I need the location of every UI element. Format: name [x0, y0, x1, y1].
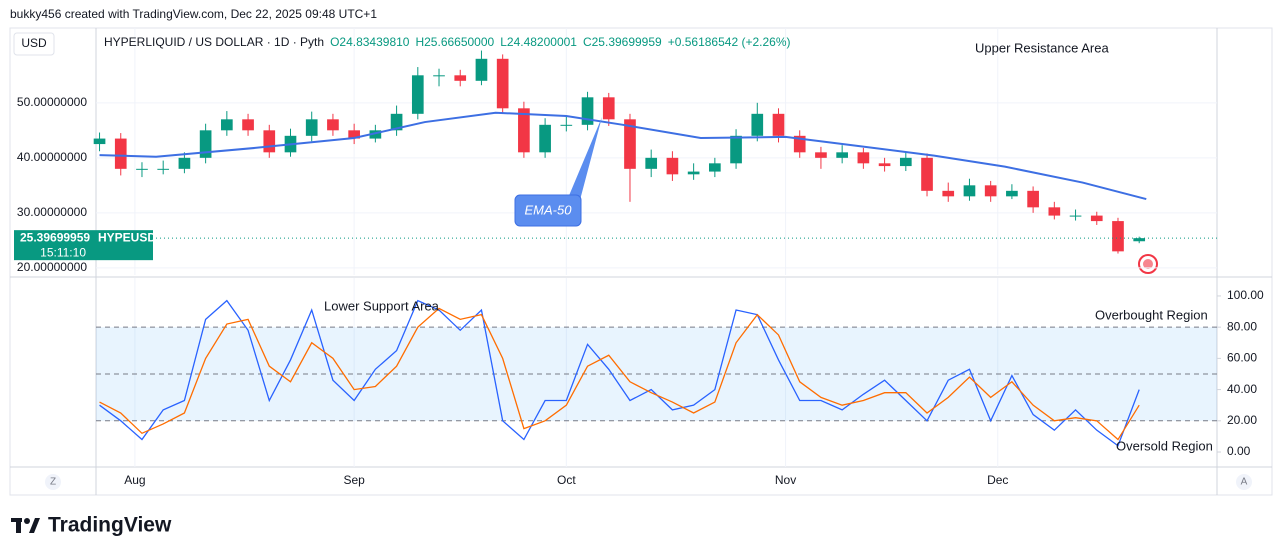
annotation: Upper Resistance Area	[975, 40, 1109, 55]
candle-body	[1048, 207, 1061, 216]
legend-high: H25.66650000	[415, 35, 495, 49]
stoch-line	[99, 299, 1140, 447]
candle-body	[602, 97, 615, 120]
corner-button[interactable]	[1236, 474, 1252, 490]
y-tick-label: 20.00	[1227, 413, 1257, 427]
candle-body	[581, 97, 594, 125]
candle-body	[518, 108, 530, 153]
candle-body	[1133, 238, 1146, 242]
candle-body	[793, 135, 806, 153]
candle-body	[369, 130, 382, 139]
candle-body	[1069, 215, 1082, 217]
candle-body	[624, 119, 636, 169]
corner-left[interactable]: Z	[50, 477, 56, 488]
corner-button[interactable]	[45, 474, 61, 490]
corner-right[interactable]: A	[1241, 477, 1248, 488]
annotation: Lower Support Area	[324, 298, 440, 313]
legend: HYPERLIQUID / US DOLLAR · 1D · Pyth O24.…	[104, 35, 790, 49]
callout	[514, 194, 582, 227]
legend-change: +0.56186542 (+2.26%)	[667, 35, 791, 49]
candle-body	[221, 119, 233, 131]
candle-body	[157, 168, 170, 170]
candle-body	[709, 163, 721, 172]
credit: bukky456 created with TradingView.com, D…	[10, 7, 377, 21]
candle-body	[305, 119, 318, 136]
candle-body	[815, 152, 827, 158]
candle-body	[1006, 190, 1018, 197]
callout-text: EMA-50	[525, 202, 573, 217]
stoch-line	[99, 307, 1140, 441]
candle-body	[645, 157, 658, 169]
candle-body	[687, 171, 700, 175]
y-tick-label: 40.00	[1227, 382, 1257, 396]
candle-body	[984, 185, 997, 197]
candle-body	[390, 113, 403, 131]
y-tick-label: 100.00	[1227, 288, 1264, 302]
candle-body	[263, 130, 276, 153]
candle-body	[963, 185, 976, 197]
candle-body	[560, 124, 573, 126]
candle-body	[1090, 215, 1103, 222]
currency-box[interactable]	[13, 32, 55, 56]
x-tick-label: Oct	[557, 473, 576, 487]
y-tick-label: 40.00000000	[17, 150, 87, 164]
countdown: 15:11:10	[40, 245, 86, 259]
currency[interactable]: USD	[21, 36, 47, 50]
candle-body	[666, 157, 679, 175]
y-tick-label: 80.00	[1227, 319, 1257, 333]
annotation: Overbought Region	[1095, 307, 1208, 322]
candle-body	[199, 130, 212, 158]
candle-body	[539, 124, 551, 153]
candle-body	[772, 113, 785, 136]
last-price-box	[14, 230, 153, 261]
ema-line	[99, 111, 1147, 201]
candle-body	[751, 113, 764, 136]
candle-body	[348, 130, 360, 139]
x-tick-label: Dec	[987, 473, 1008, 487]
candle-body	[730, 135, 742, 164]
candle-body	[178, 157, 191, 169]
candle-body	[1027, 190, 1039, 208]
x-tick-label: Sep	[343, 473, 365, 487]
candle-body	[136, 168, 148, 170]
candle-body	[496, 58, 509, 109]
last-price-label: 25.39699959	[20, 230, 90, 244]
candle-body	[93, 138, 106, 145]
y-tick-label: 50.00000000	[17, 95, 87, 109]
legend-symbol: HYPERLIQUID / US DOLLAR · 1D · Pyth	[104, 35, 325, 49]
candle-body	[899, 157, 912, 167]
logo-text: TradingView	[48, 514, 172, 537]
legend-open: O24.83439810	[330, 35, 410, 49]
x-tick-label: Aug	[124, 473, 145, 487]
y-tick-label: 30.00000000	[17, 205, 87, 219]
last-price-symbol: HYPEUSD	[98, 230, 156, 244]
candle-body	[454, 75, 467, 81]
frame	[9, 27, 1273, 496]
candle-body	[921, 157, 933, 191]
candle-body	[242, 119, 254, 131]
callout-arrow	[568, 117, 602, 200]
annotation: Oversold Region	[1116, 438, 1213, 453]
x-tick-label: Nov	[775, 473, 796, 487]
legend-close: C25.39699959	[582, 35, 662, 49]
candle-body	[878, 163, 891, 167]
candle-body	[1112, 221, 1124, 252]
event-icon-dot	[1143, 259, 1153, 269]
candle-body	[114, 138, 127, 169]
y-tick-label: 60.00	[1227, 351, 1257, 365]
candle-body	[836, 152, 848, 158]
candle-body	[433, 75, 445, 77]
candle-body	[327, 119, 339, 131]
y-tick-label: 0.00	[1227, 444, 1251, 458]
candle-body	[942, 190, 955, 197]
candle-body	[475, 58, 488, 81]
logo-icon	[11, 518, 40, 533]
candle-body	[411, 75, 424, 114]
legend-low: L24.48200001	[500, 35, 577, 49]
candle-body	[857, 152, 870, 164]
y-tick-label: 20.00000000	[17, 260, 87, 274]
